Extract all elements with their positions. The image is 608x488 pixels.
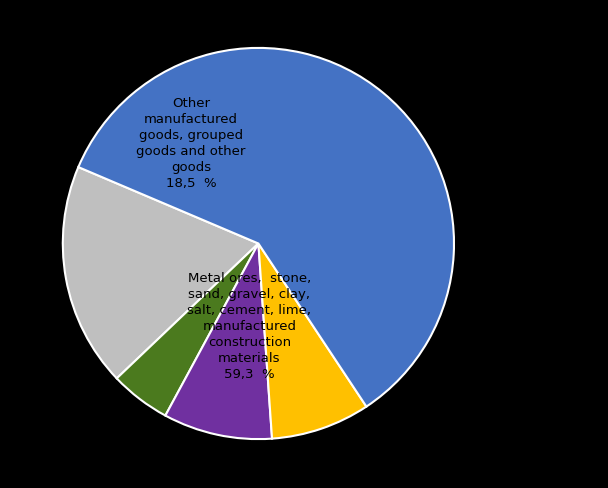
Wedge shape xyxy=(117,244,258,416)
Wedge shape xyxy=(165,244,272,439)
Wedge shape xyxy=(258,244,367,439)
Wedge shape xyxy=(78,49,454,407)
Text: Other
manufactured
goods, grouped
goods and other
goods
18,5  %: Other manufactured goods, grouped goods … xyxy=(136,97,246,190)
Wedge shape xyxy=(63,168,258,379)
Text: Metal ores,  stone,
sand, gravel, clay,
salt, cement, lime,
manufactured
constru: Metal ores, stone, sand, gravel, clay, s… xyxy=(187,271,311,380)
